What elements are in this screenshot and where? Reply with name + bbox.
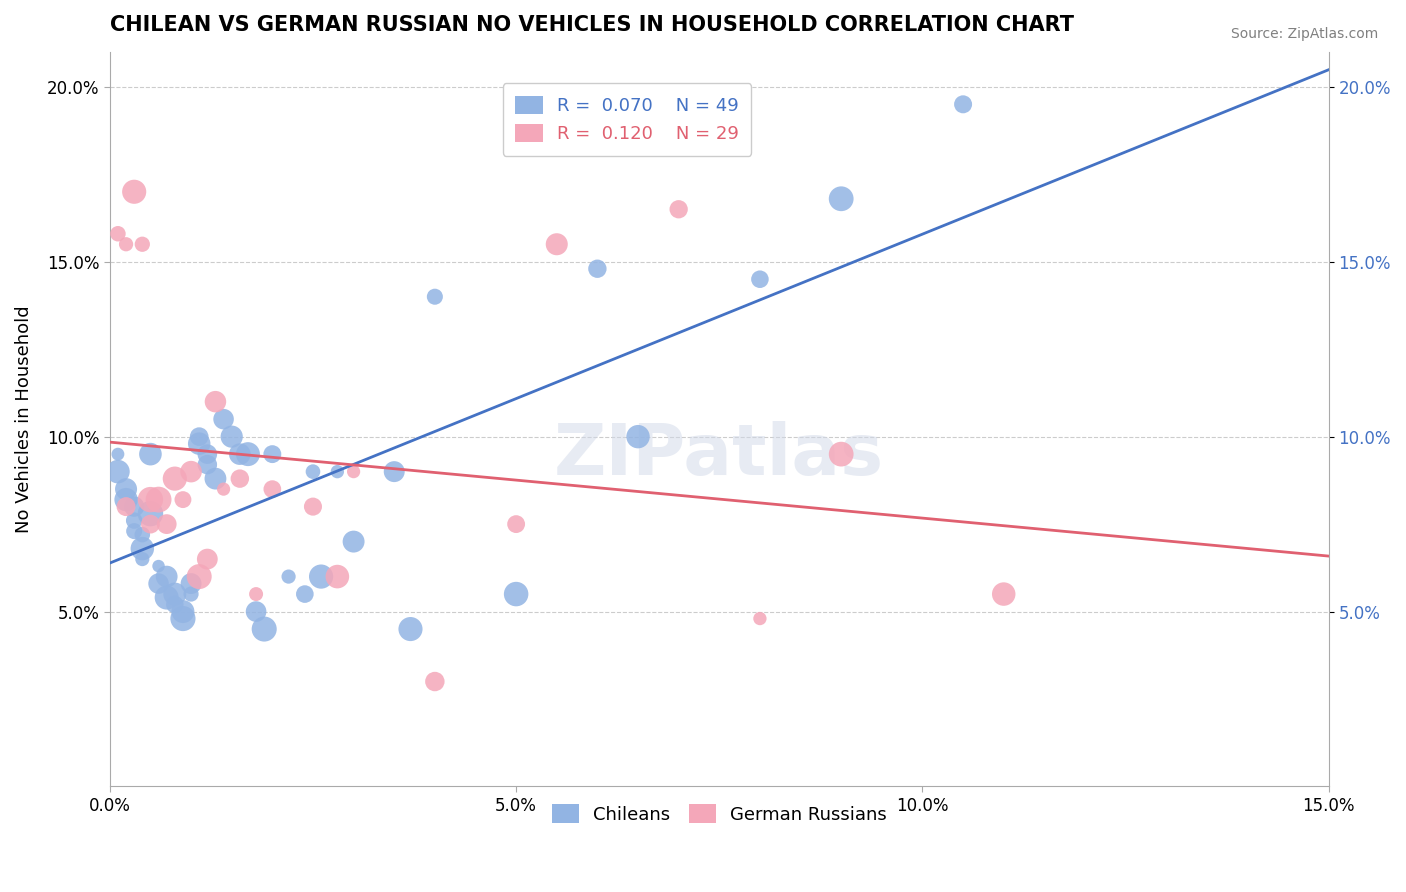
Point bbox=[163, 472, 186, 486]
Point bbox=[253, 622, 276, 636]
Point bbox=[163, 587, 186, 601]
Point bbox=[107, 465, 129, 479]
Point bbox=[180, 465, 202, 479]
Point bbox=[122, 514, 145, 528]
Point bbox=[245, 605, 267, 619]
Point bbox=[188, 569, 211, 583]
Point bbox=[342, 534, 364, 549]
Point bbox=[262, 482, 284, 496]
Point bbox=[139, 517, 162, 532]
Point bbox=[342, 465, 364, 479]
Point bbox=[115, 482, 138, 496]
Point bbox=[326, 569, 349, 583]
Point bbox=[139, 447, 162, 461]
Point bbox=[423, 290, 446, 304]
Point bbox=[229, 447, 252, 461]
Point bbox=[195, 552, 218, 566]
Text: CHILEAN VS GERMAN RUSSIAN NO VEHICLES IN HOUSEHOLD CORRELATION CHART: CHILEAN VS GERMAN RUSSIAN NO VEHICLES IN… bbox=[110, 15, 1074, 35]
Point bbox=[115, 237, 138, 252]
Point bbox=[382, 465, 405, 479]
Point bbox=[229, 472, 252, 486]
Point bbox=[546, 237, 568, 252]
Point bbox=[180, 576, 202, 591]
Point bbox=[172, 605, 194, 619]
Point bbox=[245, 587, 267, 601]
Point bbox=[748, 272, 770, 286]
Point bbox=[505, 587, 527, 601]
Point bbox=[115, 492, 138, 507]
Y-axis label: No Vehicles in Household: No Vehicles in Household bbox=[15, 305, 32, 533]
Point bbox=[326, 465, 349, 479]
Point bbox=[423, 674, 446, 689]
Point bbox=[302, 465, 325, 479]
Point bbox=[236, 447, 259, 461]
Point bbox=[131, 552, 153, 566]
Point bbox=[195, 458, 218, 472]
Point bbox=[212, 482, 235, 496]
Point bbox=[277, 569, 299, 583]
Point bbox=[122, 500, 145, 514]
Point bbox=[586, 261, 609, 276]
Point bbox=[188, 430, 211, 444]
Point bbox=[830, 192, 852, 206]
Point bbox=[302, 500, 325, 514]
Text: Source: ZipAtlas.com: Source: ZipAtlas.com bbox=[1230, 27, 1378, 41]
Point bbox=[262, 447, 284, 461]
Point bbox=[188, 436, 211, 450]
Point bbox=[399, 622, 422, 636]
Point bbox=[107, 447, 129, 461]
Point bbox=[131, 237, 153, 252]
Text: ZIPatlas: ZIPatlas bbox=[554, 421, 884, 491]
Point bbox=[195, 447, 218, 461]
Point bbox=[668, 202, 690, 217]
Point bbox=[627, 430, 650, 444]
Point bbox=[131, 527, 153, 541]
Legend: Chileans, German Russians: Chileans, German Russians bbox=[538, 791, 900, 836]
Point bbox=[309, 569, 332, 583]
Point bbox=[294, 587, 316, 601]
Point bbox=[139, 492, 162, 507]
Point bbox=[131, 541, 153, 556]
Point bbox=[952, 97, 974, 112]
Point bbox=[107, 227, 129, 241]
Point bbox=[180, 587, 202, 601]
Point bbox=[156, 569, 179, 583]
Point bbox=[204, 394, 226, 409]
Point bbox=[148, 492, 170, 507]
Point bbox=[172, 611, 194, 625]
Point bbox=[156, 517, 179, 532]
Point bbox=[139, 507, 162, 521]
Point bbox=[122, 185, 145, 199]
Point bbox=[122, 524, 145, 538]
Point bbox=[172, 492, 194, 507]
Point bbox=[993, 587, 1015, 601]
Point bbox=[148, 576, 170, 591]
Point bbox=[204, 472, 226, 486]
Point bbox=[505, 517, 527, 532]
Point bbox=[148, 559, 170, 574]
Point bbox=[830, 447, 852, 461]
Point bbox=[156, 591, 179, 605]
Point bbox=[115, 500, 138, 514]
Point bbox=[212, 412, 235, 426]
Point bbox=[221, 430, 243, 444]
Point bbox=[163, 598, 186, 612]
Point bbox=[748, 611, 770, 625]
